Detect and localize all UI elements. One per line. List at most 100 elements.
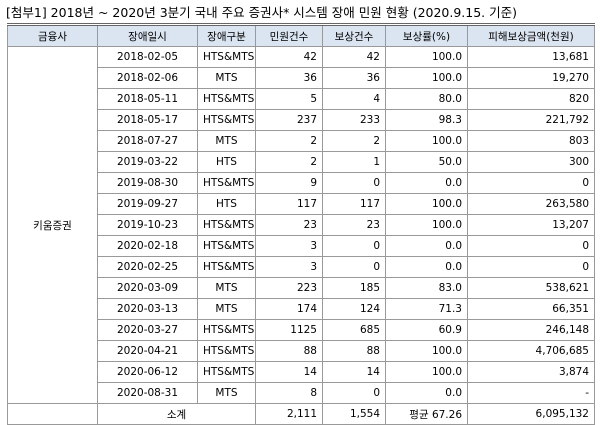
cell: 237	[255, 109, 323, 131]
cell: HTS&MTS	[197, 109, 256, 131]
cell: 100.0	[385, 46, 468, 68]
cell: 0	[467, 235, 595, 257]
header-cell: 피해보상금액(천원)	[467, 23, 595, 47]
cell: 8	[255, 382, 323, 404]
cell: 1,554	[322, 403, 386, 425]
cell: 0.0	[385, 235, 468, 257]
cell: 100.0	[385, 130, 468, 152]
cell: HTS&MTS	[197, 256, 256, 278]
cell: 13,681	[467, 46, 595, 68]
cell: HTS&MTS	[197, 172, 256, 194]
cell: 88	[255, 340, 323, 362]
cell: 0	[467, 256, 595, 278]
cell: 23	[255, 214, 323, 236]
cell: 42	[322, 46, 386, 68]
cell: 3	[255, 235, 323, 257]
cell: 2020-03-13	[97, 298, 198, 320]
cell: 2018-02-06	[97, 67, 198, 89]
cell: 538,621	[467, 277, 595, 299]
cell: 2	[255, 151, 323, 173]
cell: 2020-02-18	[97, 235, 198, 257]
cell: 0	[322, 256, 386, 278]
cell: MTS	[197, 67, 256, 89]
cell: 2018-07-27	[97, 130, 198, 152]
cell: 19,270	[467, 67, 595, 89]
cell: 98.3	[385, 109, 468, 131]
cell: HTS&MTS	[197, 361, 256, 383]
cell: 117	[255, 193, 323, 215]
cell: 685	[322, 319, 386, 341]
row: 2018-02-06 MTS 36 36 100.0 19,270	[8, 67, 595, 89]
cell: 100.0	[385, 67, 468, 89]
cell: 2019-03-22	[97, 151, 198, 173]
cell: 117	[322, 193, 386, 215]
cell: 174	[255, 298, 323, 320]
cell: 233	[322, 109, 386, 131]
cell: 소계	[97, 403, 256, 425]
cell: 9	[255, 172, 323, 194]
cell: 5	[255, 88, 323, 110]
row: 금융사 장애일시 장애구분 민원건수 보상건수 보상률(%) 피해보상금액(천원)	[7, 23, 595, 47]
cell: 2020-03-27	[97, 319, 198, 341]
cell: 1	[322, 151, 386, 173]
cell: 13,207	[467, 214, 595, 236]
cell: HTS&MTS	[197, 235, 256, 257]
header-cell: 장애일시	[97, 23, 198, 47]
cell: HTS&MTS	[197, 46, 256, 68]
cell: HTS&MTS	[197, 214, 256, 236]
row: 2018-05-17 HTS&MTS 237 233 98.3 221,792	[8, 109, 595, 131]
cell: 0.0	[385, 382, 468, 404]
cell: 2018-05-11	[97, 88, 198, 110]
header-cell: 장애구분	[197, 23, 256, 47]
header-cell: 보상률(%)	[385, 23, 468, 47]
cell: 0	[322, 382, 386, 404]
header-cell: 민원건수	[255, 23, 323, 47]
cell: -	[467, 382, 595, 404]
cell: 300	[467, 151, 595, 173]
cell: 2018-05-17	[97, 109, 198, 131]
cell: 221,792	[467, 109, 595, 131]
cell: 14	[255, 361, 323, 383]
cell: 60.9	[385, 319, 468, 341]
cell: 6,095,132	[467, 403, 595, 425]
cell: 2019-09-27	[97, 193, 198, 215]
cell: 88	[322, 340, 386, 362]
cell: MTS	[197, 298, 256, 320]
cell: 100.0	[385, 361, 468, 383]
row: 2020-04-21 HTS&MTS 88 88 100.0 4,706,685	[8, 340, 595, 362]
cell: HTS&MTS	[197, 319, 256, 341]
cell: 80.0	[385, 88, 468, 110]
cell: HTS	[197, 151, 256, 173]
cell: 803	[467, 130, 595, 152]
cell: 263,580	[467, 193, 595, 215]
cell: 2020-04-21	[97, 340, 198, 362]
cell: 100.0	[385, 193, 468, 215]
cell: 2,111	[255, 403, 323, 425]
header-cell: 금융사	[7, 23, 98, 47]
cell: 71.3	[385, 298, 468, 320]
cell: MTS	[197, 277, 256, 299]
cell	[7, 403, 98, 425]
cell: 2018-02-05	[97, 46, 198, 68]
cell: 36	[322, 67, 386, 89]
cell: 66,351	[467, 298, 595, 320]
row: 2019-10-23 HTS&MTS 23 23 100.0 13,207	[8, 214, 595, 236]
cell: 42	[255, 46, 323, 68]
cell: HTS&MTS	[197, 88, 256, 110]
header-cell: 보상건수	[322, 23, 386, 47]
cell: 3	[255, 256, 323, 278]
table: 금융사 장애일시 장애구분 민원건수 보상건수 보상률(%) 피해보상금액(천원) 키움증권 2…	[7, 23, 595, 425]
cell: 223	[255, 277, 323, 299]
cell: MTS	[197, 382, 256, 404]
row: 2020-02-25 HTS&MTS 3 0 0.0 0	[8, 256, 595, 278]
row: 소계 2,111 1,554 평균 67.26 6,095,132	[7, 403, 595, 425]
cell: 2020-06-12	[97, 361, 198, 383]
title: [첨부1] 2018년 ~ 2020년 3분기 국내 주요 증권사* 시스템 장…	[6, 5, 518, 20]
cell: 2019-10-23	[97, 214, 198, 236]
cell: 1125	[255, 319, 323, 341]
cell: 83.0	[385, 277, 468, 299]
cell: 2	[255, 130, 323, 152]
cell: 100.0	[385, 340, 468, 362]
cell: 평균 67.26	[385, 403, 468, 425]
